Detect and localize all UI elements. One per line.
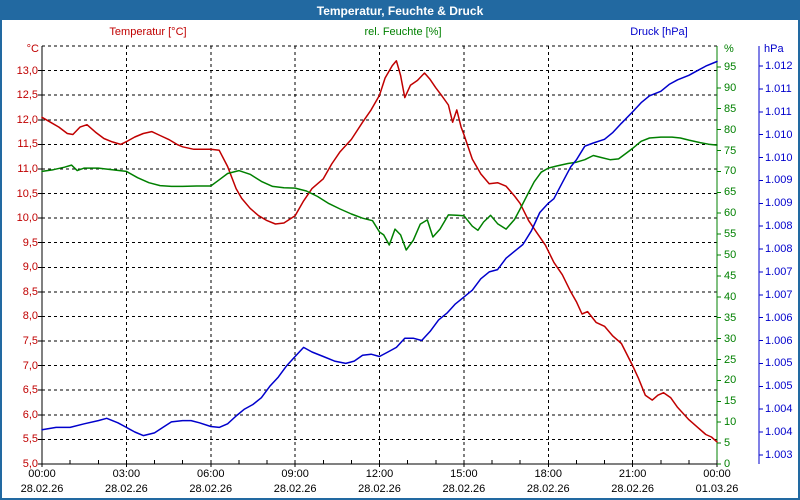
humidity-axis-tick-label: 45 <box>724 270 737 282</box>
pressure-axis-tick-label: 1.004 <box>765 426 793 438</box>
humidity-axis-tick-label: 25 <box>724 354 737 366</box>
x-axis-date-label: 28.02.26 <box>273 483 317 495</box>
x-axis-date-label: 01.03.26 <box>695 483 739 495</box>
temp-axis-tick-label: 8,5 <box>22 286 38 298</box>
x-axis-date-label: 28.02.26 <box>526 483 570 495</box>
x-axis-time-label: 15:00 <box>450 468 478 480</box>
pressure-axis-tick-label: 1.006 <box>765 312 793 324</box>
x-axis-date-label: 28.02.26 <box>104 483 148 495</box>
x-axis-date-label: 28.02.26 <box>189 483 233 495</box>
temp-axis-tick-label: 5,5 <box>22 433 38 445</box>
temp-axis-tick-label: 9,0 <box>22 261 38 273</box>
x-axis-time-label: 18:00 <box>534 468 563 480</box>
pressure-axis-tick-label: 1.009 <box>765 197 793 209</box>
humidity-axis-tick-label: 10 <box>724 416 737 428</box>
humidity-curve <box>41 136 718 251</box>
pressure-axis-tick-label: 1.011 <box>765 106 792 118</box>
x-axis-date-label: 28.02.26 <box>20 483 64 495</box>
temp-axis-tick-label: 11,5 <box>17 138 38 150</box>
humidity-axis-tick-label: 5 <box>724 437 731 449</box>
pressure-axis-tick-label: 1.004 <box>765 403 793 415</box>
humidity-axis-tick-label: 95 <box>724 61 737 73</box>
pressure-axis-tick-label: 1.010 <box>765 152 793 164</box>
humidity-axis-tick-label: 60 <box>724 207 737 219</box>
pressure-axis-tick-label: 1.005 <box>765 357 793 369</box>
humidity-axis-tick-label: 85 <box>724 103 737 115</box>
legend-humidity: rel. Feuchte [%] <box>364 26 442 38</box>
pressure-axis-tick-label: 1.007 <box>765 289 793 301</box>
pressure-axis-tick-label: 1.009 <box>765 174 793 186</box>
temp-axis-unit-label: °C <box>26 43 39 55</box>
x-axis-time-label: 03:00 <box>112 468 141 480</box>
legend-pressure: Druck [hPa] <box>630 26 688 38</box>
temp-axis-tick-label: 12,0 <box>16 114 38 126</box>
humidity-axis-tick-label: 20 <box>724 374 737 386</box>
temp-axis-tick-label: 11,0 <box>17 163 38 175</box>
humidity-axis-tick-label: 50 <box>724 249 737 261</box>
humidity-axis-tick-label: 90 <box>724 82 737 94</box>
pressure-axis-tick-label: 1.012 <box>765 60 793 72</box>
temp-axis-tick-label: 7,0 <box>22 360 38 372</box>
pressure-axis-tick-label: 1.010 <box>765 129 793 141</box>
x-axis-time-label: 00:00 <box>703 468 731 480</box>
x-axis-time-label: 09:00 <box>281 468 309 480</box>
pressure-curve <box>41 60 718 437</box>
x-axis-time-label: 06:00 <box>196 468 225 480</box>
humidity-axis-tick-label: 55 <box>724 228 737 240</box>
humidity-axis-tick-label: 65 <box>724 186 737 198</box>
temp-axis-tick-label: 10,5 <box>16 188 38 200</box>
humidity-axis-tick-label: 0 <box>724 458 731 470</box>
pressure-axis-tick-label: 1.003 <box>765 449 793 461</box>
humidity-axis-tick-label: 40 <box>724 291 737 303</box>
legend-temperature: Temperatur [°C] <box>109 26 187 38</box>
x-axis-date-label: 28.02.26 <box>442 483 486 495</box>
temp-axis-tick-label: 10,0 <box>16 212 38 224</box>
temp-axis-tick-label: 6,5 <box>22 384 38 396</box>
temp-axis-tick-label: 9,5 <box>22 237 38 249</box>
pressure-axis-tick-label: 1.008 <box>765 220 793 232</box>
temp-axis-tick-label: 5,0 <box>22 458 38 470</box>
temp-axis-tick-label: 8,0 <box>22 310 38 322</box>
temp-axis-tick-label: 6,0 <box>22 409 38 421</box>
temp-axis-tick-label: 13,0 <box>16 65 38 77</box>
humidity-axis-tick-label: 80 <box>724 124 737 136</box>
humidity-axis-unit-label: % <box>724 43 734 55</box>
temp-axis-tick-label: 12,5 <box>16 89 38 101</box>
humidity-axis-tick-label: 35 <box>724 312 737 324</box>
x-axis-time-label: 21:00 <box>618 468 647 480</box>
pressure-axis-tick-label: 1.007 <box>765 266 793 278</box>
window-title: Temperatur, Feuchte & Druck <box>316 4 484 18</box>
pressure-axis-tick-label: 1.006 <box>765 335 793 347</box>
pressure-axis-unit-label: hPa <box>764 43 784 55</box>
x-axis-time-label: 12:00 <box>365 468 394 480</box>
pressure-axis-tick-label: 1.011 <box>765 83 792 95</box>
temp-axis-tick-label: 7,5 <box>22 335 38 347</box>
humidity-axis-tick-label: 70 <box>724 165 737 177</box>
humidity-axis-tick-label: 30 <box>724 333 737 345</box>
x-axis-date-label: 28.02.26 <box>358 483 401 495</box>
title-bar: Temperatur, Feuchte & Druck <box>2 2 798 20</box>
x-axis-time-label: 00:00 <box>28 468 56 480</box>
humidity-axis-tick-label: 75 <box>724 145 737 157</box>
pressure-axis-tick-label: 1.008 <box>765 243 793 255</box>
pressure-axis-tick-label: 1.005 <box>765 380 793 392</box>
humidity-axis-tick-label: 15 <box>724 395 737 407</box>
x-axis-date-label: 28.02.26 <box>611 483 655 495</box>
temp-curve <box>41 60 718 443</box>
